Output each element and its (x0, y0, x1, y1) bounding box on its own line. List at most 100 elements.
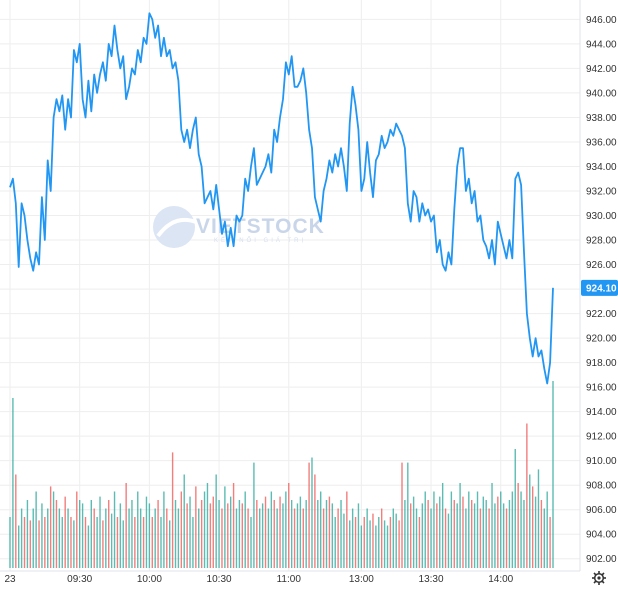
last-price-badge: 924.10 (581, 279, 618, 296)
volume-bar (488, 508, 490, 568)
volume-bar (476, 491, 479, 568)
volume-bar (256, 500, 258, 568)
volume-bar (49, 486, 52, 568)
volume-bar (468, 491, 470, 568)
volume-bar (177, 508, 180, 568)
y-tick-label: 938.00 (586, 113, 617, 124)
y-tick-label: 928.00 (586, 236, 617, 247)
volume-bar (180, 491, 183, 568)
volume-bar (198, 508, 200, 568)
volume-bar (436, 503, 438, 568)
volume-bar (378, 517, 380, 568)
volume-bar (285, 491, 287, 568)
y-tick-label: 920.00 (586, 334, 617, 345)
volume-bar (308, 462, 310, 568)
volume-bar (529, 474, 531, 568)
volume-bar (433, 491, 435, 568)
volume-bar (357, 503, 360, 568)
volume-bar (151, 517, 153, 568)
volume-bar (531, 486, 534, 568)
volume-bar (392, 508, 394, 568)
y-tick-label: 944.00 (586, 39, 617, 50)
volume-bar (102, 520, 104, 568)
volume-bar (418, 517, 421, 568)
volume-bar (540, 500, 543, 568)
volume-bar (537, 469, 540, 568)
volume-bar (360, 525, 363, 568)
volume-bar (389, 517, 392, 568)
volume-bar (372, 513, 374, 568)
volume-bar (29, 520, 32, 568)
gear-icon-tooth (601, 580, 605, 584)
volume-bar (439, 496, 441, 568)
volume-bar (412, 496, 415, 568)
volume-bar (322, 508, 325, 568)
volume-bar (273, 500, 275, 568)
volume-bar (171, 452, 174, 568)
volume-bar (84, 517, 87, 568)
x-tick-label: 10:00 (137, 574, 162, 585)
volume-bar (113, 491, 116, 568)
volume-bar (209, 503, 212, 568)
volume-bar (485, 500, 487, 568)
volume-bar (502, 503, 505, 568)
volume-bar (401, 462, 403, 568)
volume-bar (200, 500, 203, 568)
y-tick-label: 916.00 (586, 383, 617, 394)
volume-bar (375, 525, 377, 568)
volume-bar (125, 483, 127, 568)
volume-bar (366, 508, 368, 568)
volume-bar (444, 508, 447, 568)
volume-bar (349, 520, 351, 568)
gear-icon-tooth (593, 580, 597, 584)
volume-bar (122, 520, 124, 568)
volume-bar (15, 474, 17, 568)
gear-icon-tooth (601, 572, 605, 576)
volume-bar (18, 525, 20, 568)
volume-bar (523, 500, 525, 568)
y-tick-label: 936.00 (586, 137, 617, 148)
volume-bar (302, 508, 304, 568)
volume-bar (494, 503, 496, 568)
volume-bar (145, 496, 148, 568)
gear-icon[interactable] (592, 571, 606, 585)
volume-bar (41, 503, 43, 568)
volume-bar (241, 503, 243, 568)
volume-bar (450, 491, 453, 568)
volume-bar (73, 520, 75, 568)
volume-bar (369, 520, 371, 568)
volume-bar (58, 508, 61, 568)
x-tick-label: 09:30 (67, 574, 92, 585)
volume-bar (64, 496, 66, 568)
watermark-swoosh (156, 217, 197, 238)
volume-bar (491, 483, 493, 568)
volume-bar (456, 503, 458, 568)
watermark-logo-icon (153, 206, 195, 248)
volume-bar (166, 508, 168, 568)
volume-bar (334, 517, 336, 568)
volume-bar (87, 525, 90, 568)
volume-bar (238, 500, 241, 568)
volume-bar (421, 503, 424, 568)
volume-bar (195, 486, 197, 568)
volume-bar (244, 491, 246, 568)
volume-bar (78, 500, 81, 568)
x-tick-label: 23 (4, 574, 16, 585)
volume-bar (473, 503, 476, 568)
x-tick-label: 11:00 (277, 574, 302, 585)
volume-bar (311, 457, 313, 568)
volume-bar (227, 503, 229, 568)
volume-bar (354, 517, 357, 568)
y-tick-label: 914.00 (586, 407, 617, 418)
volume-bar (35, 491, 37, 568)
volume-bar (508, 500, 511, 568)
volume-bar (105, 508, 107, 568)
volume-bar (447, 513, 450, 568)
y-tick-label: 946.00 (586, 15, 617, 26)
volume-bar (174, 500, 177, 568)
volume-bar (55, 500, 58, 568)
grid (0, 0, 580, 571)
volume-bar (343, 513, 345, 568)
volume-bar (9, 517, 11, 568)
